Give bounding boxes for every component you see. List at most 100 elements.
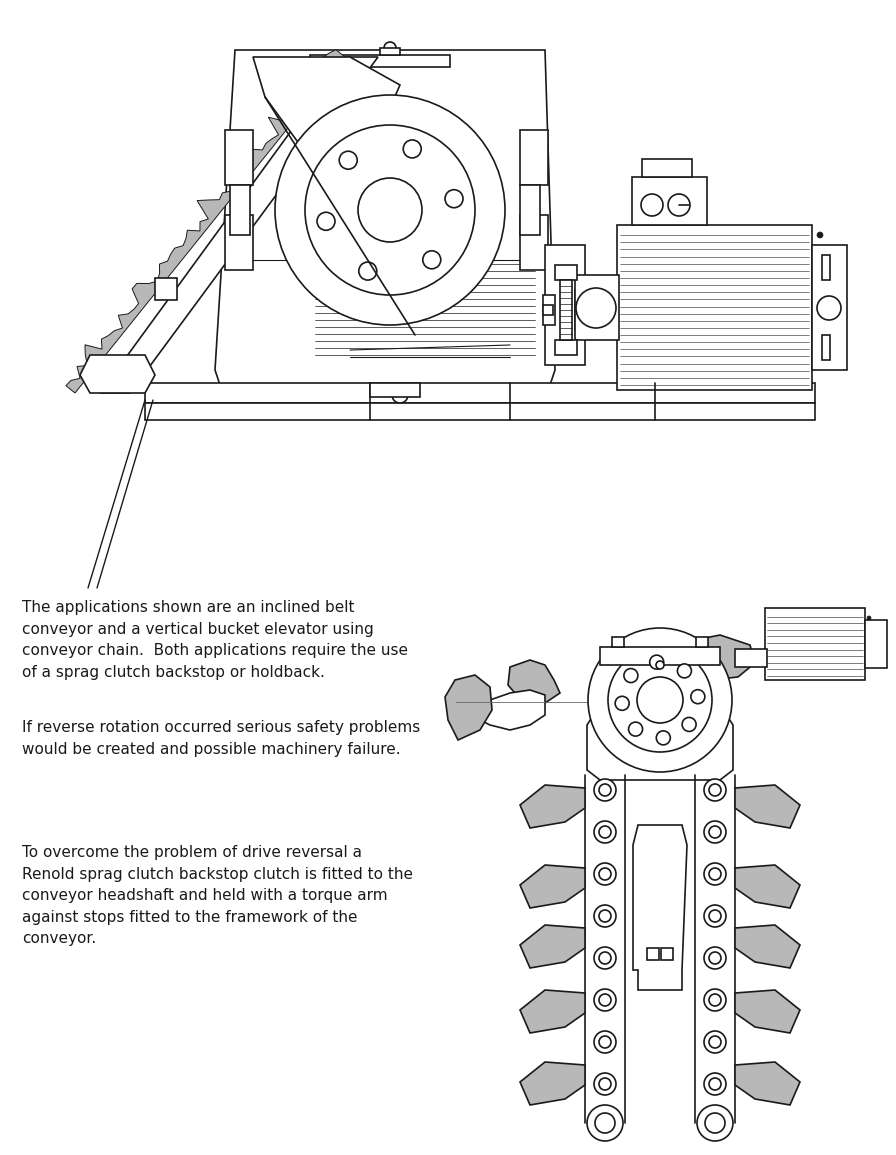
Circle shape	[576, 288, 616, 328]
Bar	[145, 383, 815, 403]
Circle shape	[599, 994, 611, 1006]
Circle shape	[682, 717, 696, 731]
Circle shape	[275, 95, 505, 325]
Polygon shape	[680, 635, 755, 680]
Bar	[575, 275, 619, 340]
Bar	[575, 290, 600, 330]
Circle shape	[650, 655, 664, 669]
Bar	[612, 638, 624, 647]
Circle shape	[677, 664, 692, 678]
Polygon shape	[735, 865, 800, 908]
Circle shape	[709, 1078, 721, 1090]
Bar	[696, 638, 708, 647]
Circle shape	[656, 731, 670, 745]
Circle shape	[867, 616, 871, 620]
Circle shape	[594, 863, 616, 885]
Circle shape	[594, 1073, 616, 1095]
Circle shape	[817, 232, 823, 238]
Polygon shape	[470, 690, 545, 730]
Circle shape	[705, 1113, 725, 1133]
Bar	[647, 948, 659, 960]
Bar	[632, 177, 707, 225]
Circle shape	[656, 661, 664, 669]
Polygon shape	[80, 355, 155, 393]
Polygon shape	[735, 990, 800, 1033]
Circle shape	[403, 140, 421, 158]
Circle shape	[704, 989, 726, 1011]
Circle shape	[599, 910, 611, 922]
Circle shape	[709, 910, 721, 922]
Bar	[560, 280, 572, 340]
Circle shape	[709, 826, 721, 839]
Circle shape	[704, 906, 726, 927]
Circle shape	[594, 1031, 616, 1053]
Bar	[225, 131, 253, 185]
Bar	[555, 340, 577, 355]
Circle shape	[608, 648, 712, 752]
Polygon shape	[155, 278, 177, 300]
Bar	[520, 215, 548, 270]
Polygon shape	[66, 50, 345, 393]
Bar	[230, 185, 250, 234]
Circle shape	[594, 821, 616, 843]
Circle shape	[704, 947, 726, 969]
Circle shape	[594, 947, 616, 969]
Circle shape	[599, 1036, 611, 1048]
Circle shape	[588, 628, 732, 772]
Polygon shape	[735, 785, 800, 828]
Circle shape	[704, 1031, 726, 1053]
Circle shape	[709, 952, 721, 964]
Circle shape	[704, 778, 726, 802]
Circle shape	[704, 1073, 726, 1095]
Polygon shape	[520, 785, 585, 828]
Circle shape	[709, 784, 721, 796]
Circle shape	[340, 151, 358, 169]
Circle shape	[599, 784, 611, 796]
Polygon shape	[508, 660, 560, 703]
Bar	[310, 55, 450, 67]
Polygon shape	[215, 50, 555, 400]
Polygon shape	[633, 825, 687, 990]
Circle shape	[616, 696, 629, 710]
Bar	[865, 620, 887, 668]
Circle shape	[641, 194, 663, 216]
Polygon shape	[253, 57, 400, 176]
Circle shape	[691, 690, 705, 703]
Circle shape	[445, 189, 463, 208]
Circle shape	[704, 821, 726, 843]
Circle shape	[624, 669, 638, 683]
Bar	[520, 185, 540, 234]
Bar	[822, 255, 830, 280]
Polygon shape	[587, 655, 733, 780]
Polygon shape	[520, 1061, 585, 1105]
Polygon shape	[100, 57, 378, 393]
Circle shape	[358, 262, 377, 280]
Bar	[600, 647, 720, 665]
Bar	[765, 608, 865, 680]
Circle shape	[594, 989, 616, 1011]
Text: The applications shown are an inclined belt
conveyor and a vertical bucket eleva: The applications shown are an inclined b…	[22, 599, 408, 680]
Polygon shape	[735, 1061, 800, 1105]
Bar	[642, 159, 692, 177]
Circle shape	[358, 178, 422, 243]
Circle shape	[423, 251, 441, 269]
Text: If reverse rotation occurred serious safety problems
would be created and possib: If reverse rotation occurred serious saf…	[22, 720, 420, 757]
Polygon shape	[735, 925, 800, 968]
Circle shape	[709, 869, 721, 880]
Circle shape	[697, 1105, 733, 1141]
Polygon shape	[520, 990, 585, 1033]
Circle shape	[817, 296, 841, 320]
Circle shape	[668, 194, 690, 216]
Circle shape	[587, 1105, 623, 1141]
Bar	[735, 649, 767, 666]
Bar	[545, 245, 585, 365]
Circle shape	[595, 1113, 615, 1133]
Circle shape	[629, 722, 642, 736]
Bar	[555, 264, 577, 280]
Text: To overcome the problem of drive reversal a
Renold sprag clutch backstop clutch : To overcome the problem of drive reversa…	[22, 845, 413, 946]
Circle shape	[594, 778, 616, 802]
Circle shape	[384, 42, 396, 54]
Circle shape	[317, 213, 335, 230]
Circle shape	[599, 952, 611, 964]
Circle shape	[392, 387, 408, 403]
